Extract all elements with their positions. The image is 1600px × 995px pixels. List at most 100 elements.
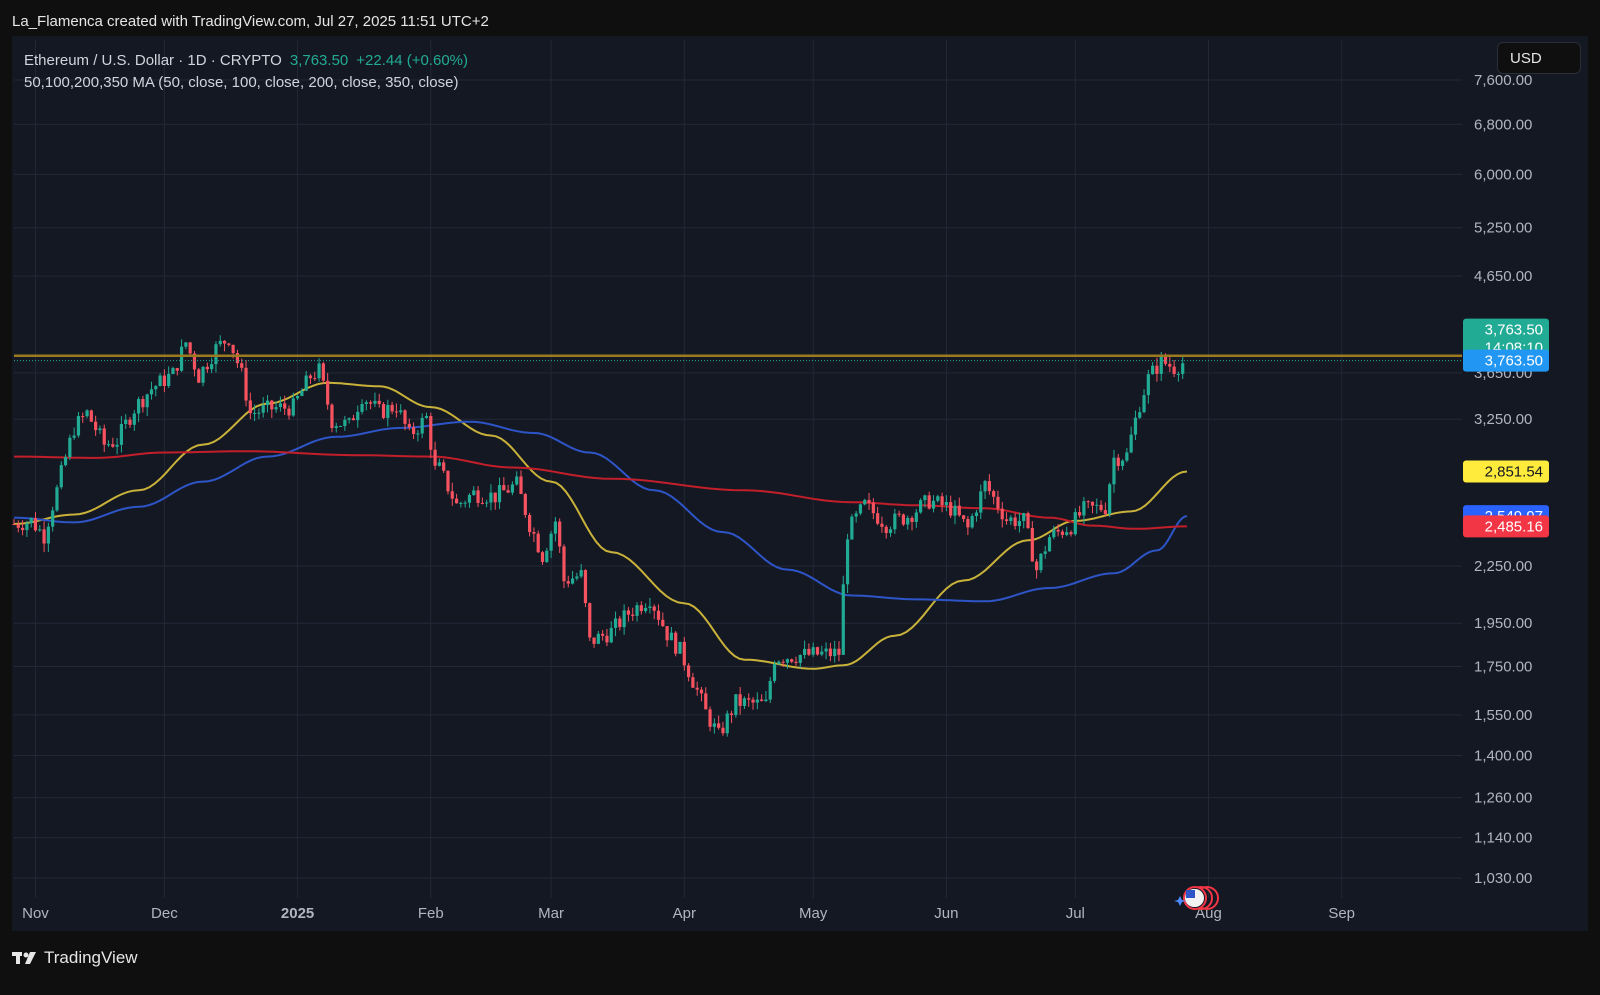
candle-body — [485, 502, 489, 504]
candle-body — [1168, 363, 1172, 367]
candle-body — [429, 416, 433, 450]
candle-body — [854, 513, 858, 517]
candle-body — [665, 626, 669, 641]
candle-body — [858, 504, 863, 514]
candle-body — [141, 399, 145, 408]
candle-body — [240, 363, 244, 368]
candle-body — [295, 395, 300, 399]
candle-body — [244, 367, 248, 401]
candle-body — [360, 403, 364, 412]
currency-label: USD — [1510, 49, 1542, 67]
candle-body — [1017, 520, 1022, 526]
candle-body — [729, 713, 734, 715]
candle-body — [626, 610, 631, 615]
candle-body — [987, 481, 991, 492]
price-tick-label: 1,260.00 — [1474, 790, 1532, 807]
candle-body — [12, 524, 16, 526]
candle-body — [1052, 529, 1056, 538]
tradingview-logo[interactable]: TradingView — [12, 948, 138, 968]
economic-events-marker[interactable] — [1174, 886, 1219, 910]
candle-body — [936, 496, 940, 501]
candle-body — [1142, 395, 1146, 413]
price-tick-label: 3,250.00 — [1474, 411, 1532, 428]
currency-button[interactable]: USD — [1497, 42, 1581, 74]
candle-body — [708, 709, 712, 727]
last-price: 3,763.50 — [289, 52, 349, 69]
candle-body — [373, 400, 377, 404]
candle-body — [1043, 551, 1047, 554]
candle-body — [210, 364, 214, 370]
chart-credit: La_Flamenca created with TradingView.com… — [12, 13, 489, 30]
candle-body — [38, 529, 42, 531]
brand-name: TradingView — [44, 948, 138, 967]
candle-body — [704, 693, 708, 710]
candle-body — [480, 502, 484, 504]
price-tag-crosshair: 3,763.50 — [1463, 349, 1549, 372]
candle-body — [820, 651, 824, 655]
candle-body — [270, 400, 274, 410]
candle-body — [356, 411, 360, 421]
candle-body — [231, 344, 235, 354]
candle-body — [25, 523, 29, 531]
candle-body — [42, 529, 46, 544]
candle-body — [467, 494, 472, 503]
time-tick-label: Apr — [673, 905, 696, 922]
price-tag-ma200: 2,485.16 — [1463, 515, 1549, 538]
candle-body — [944, 502, 948, 506]
candle-body — [609, 627, 613, 643]
candle-body — [802, 648, 807, 656]
candle-body — [476, 490, 480, 503]
candle-body — [906, 517, 910, 525]
candle-body — [742, 698, 747, 706]
candle-body — [738, 694, 742, 706]
price-tick-label: 1,030.00 — [1474, 870, 1532, 887]
candle-body — [1138, 412, 1142, 418]
candle-body — [308, 375, 313, 379]
candle-body — [399, 410, 403, 413]
candle-body — [545, 550, 549, 563]
candle-body — [760, 699, 764, 702]
candle-body — [81, 416, 85, 418]
candles — [12, 335, 1185, 737]
candle-body — [575, 576, 579, 579]
chart-frame[interactable] — [12, 36, 1588, 931]
symbol-title[interactable]: Ethereum / U.S. Dollar · 1D · CRYPTO — [24, 52, 282, 69]
horizontal-lines — [14, 354, 1462, 362]
candle-body — [755, 699, 759, 703]
price-axis[interactable]: 7,600.00 6,800.00 6,000.00 5,250.00 4,650.00… — [1474, 72, 1532, 887]
candle-body — [330, 404, 334, 428]
candle-body — [472, 490, 476, 495]
candle-body — [712, 723, 716, 727]
us-flag-canton — [1186, 890, 1195, 898]
candle-body — [884, 526, 888, 534]
time-tick-label: Feb — [418, 905, 444, 922]
candle-body — [119, 424, 124, 445]
time-tick-label: May — [799, 905, 828, 922]
candle-body — [648, 606, 652, 608]
candle-body — [1026, 513, 1030, 529]
candle-body — [751, 699, 755, 703]
indicator-legend[interactable]: 50,100,200,350 MA (50, close, 100, close… — [24, 74, 459, 91]
moving-averages — [13, 381, 1188, 670]
candle-body — [1065, 532, 1069, 535]
candle-body — [691, 677, 695, 688]
candle-body — [923, 495, 927, 501]
tag-background — [1463, 515, 1549, 538]
price-tick-label: 6,800.00 — [1474, 116, 1532, 133]
candle-body — [20, 527, 25, 531]
candle-body — [927, 495, 931, 509]
candle-body — [841, 584, 845, 655]
grid-lines — [14, 40, 1462, 898]
candle-body — [871, 502, 875, 514]
time-axis[interactable]: Nov Dec 2025 Feb Mar Apr May Jun Jul Aug Sep — [22, 905, 1355, 922]
candle-body — [188, 342, 192, 354]
time-tick-label: Jun — [934, 905, 958, 922]
candle-body — [446, 470, 450, 492]
candle-body — [222, 340, 227, 344]
candle-body — [699, 689, 704, 694]
candle-body — [1172, 366, 1176, 374]
candle-body — [596, 633, 600, 644]
sparkle-icon — [1174, 896, 1186, 906]
candle-body — [957, 505, 961, 516]
